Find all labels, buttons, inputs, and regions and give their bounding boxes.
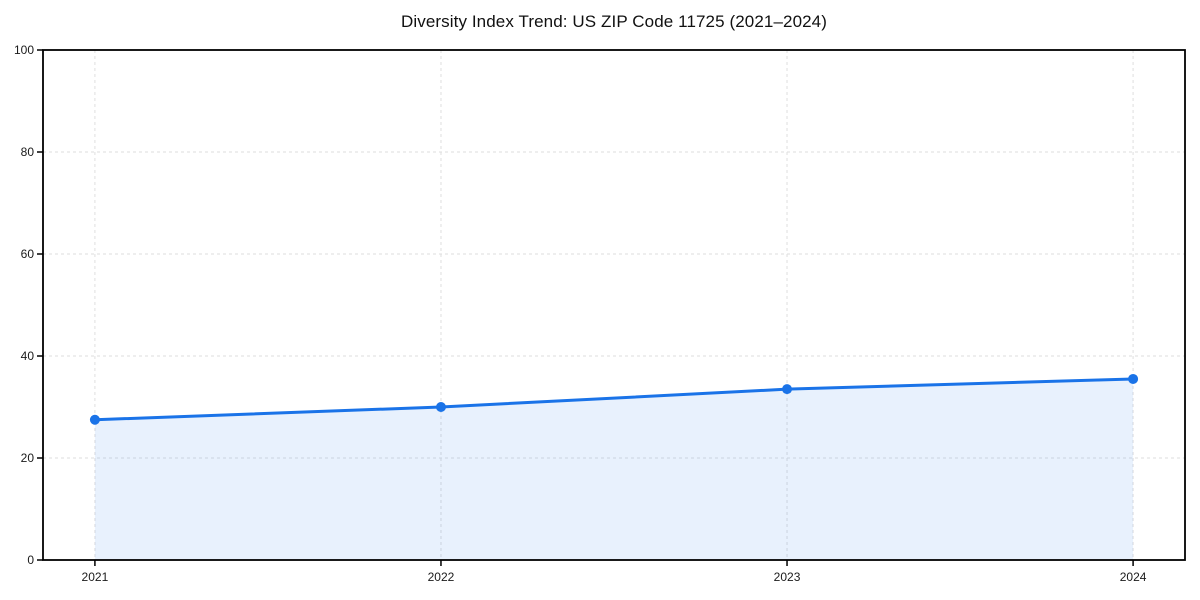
trend-line <box>93 377 1135 422</box>
data-point-2024 <box>1128 373 1139 384</box>
y-tick-label: 20 <box>21 451 35 465</box>
x-tick-label: 2022 <box>428 570 455 584</box>
x-tick-label: 2024 <box>1120 570 1147 584</box>
gridlines <box>43 50 1185 560</box>
plot-border <box>42 49 1186 561</box>
x-tick-label: 2023 <box>774 570 801 584</box>
data-points <box>89 373 1139 425</box>
y-tick-label: 40 <box>21 349 35 363</box>
tick-marks <box>37 49 1134 566</box>
y-tick-label: 60 <box>21 247 35 261</box>
data-point-2022 <box>435 402 446 412</box>
data-point-2021 <box>89 414 100 425</box>
chart-title: Diversity Index Trend: US ZIP Code 11725… <box>400 12 828 31</box>
tick-labels: 2021 2022 2023 2024 0 20 40 60 80 100 <box>14 43 1147 584</box>
area-fill <box>94 378 1134 560</box>
y-tick-label: 80 <box>21 145 35 159</box>
x-tick-label: 2021 <box>82 570 109 584</box>
y-tick-label: 100 <box>14 43 34 57</box>
y-tick-label: 0 <box>27 553 34 567</box>
data-point-2023 <box>782 384 793 395</box>
